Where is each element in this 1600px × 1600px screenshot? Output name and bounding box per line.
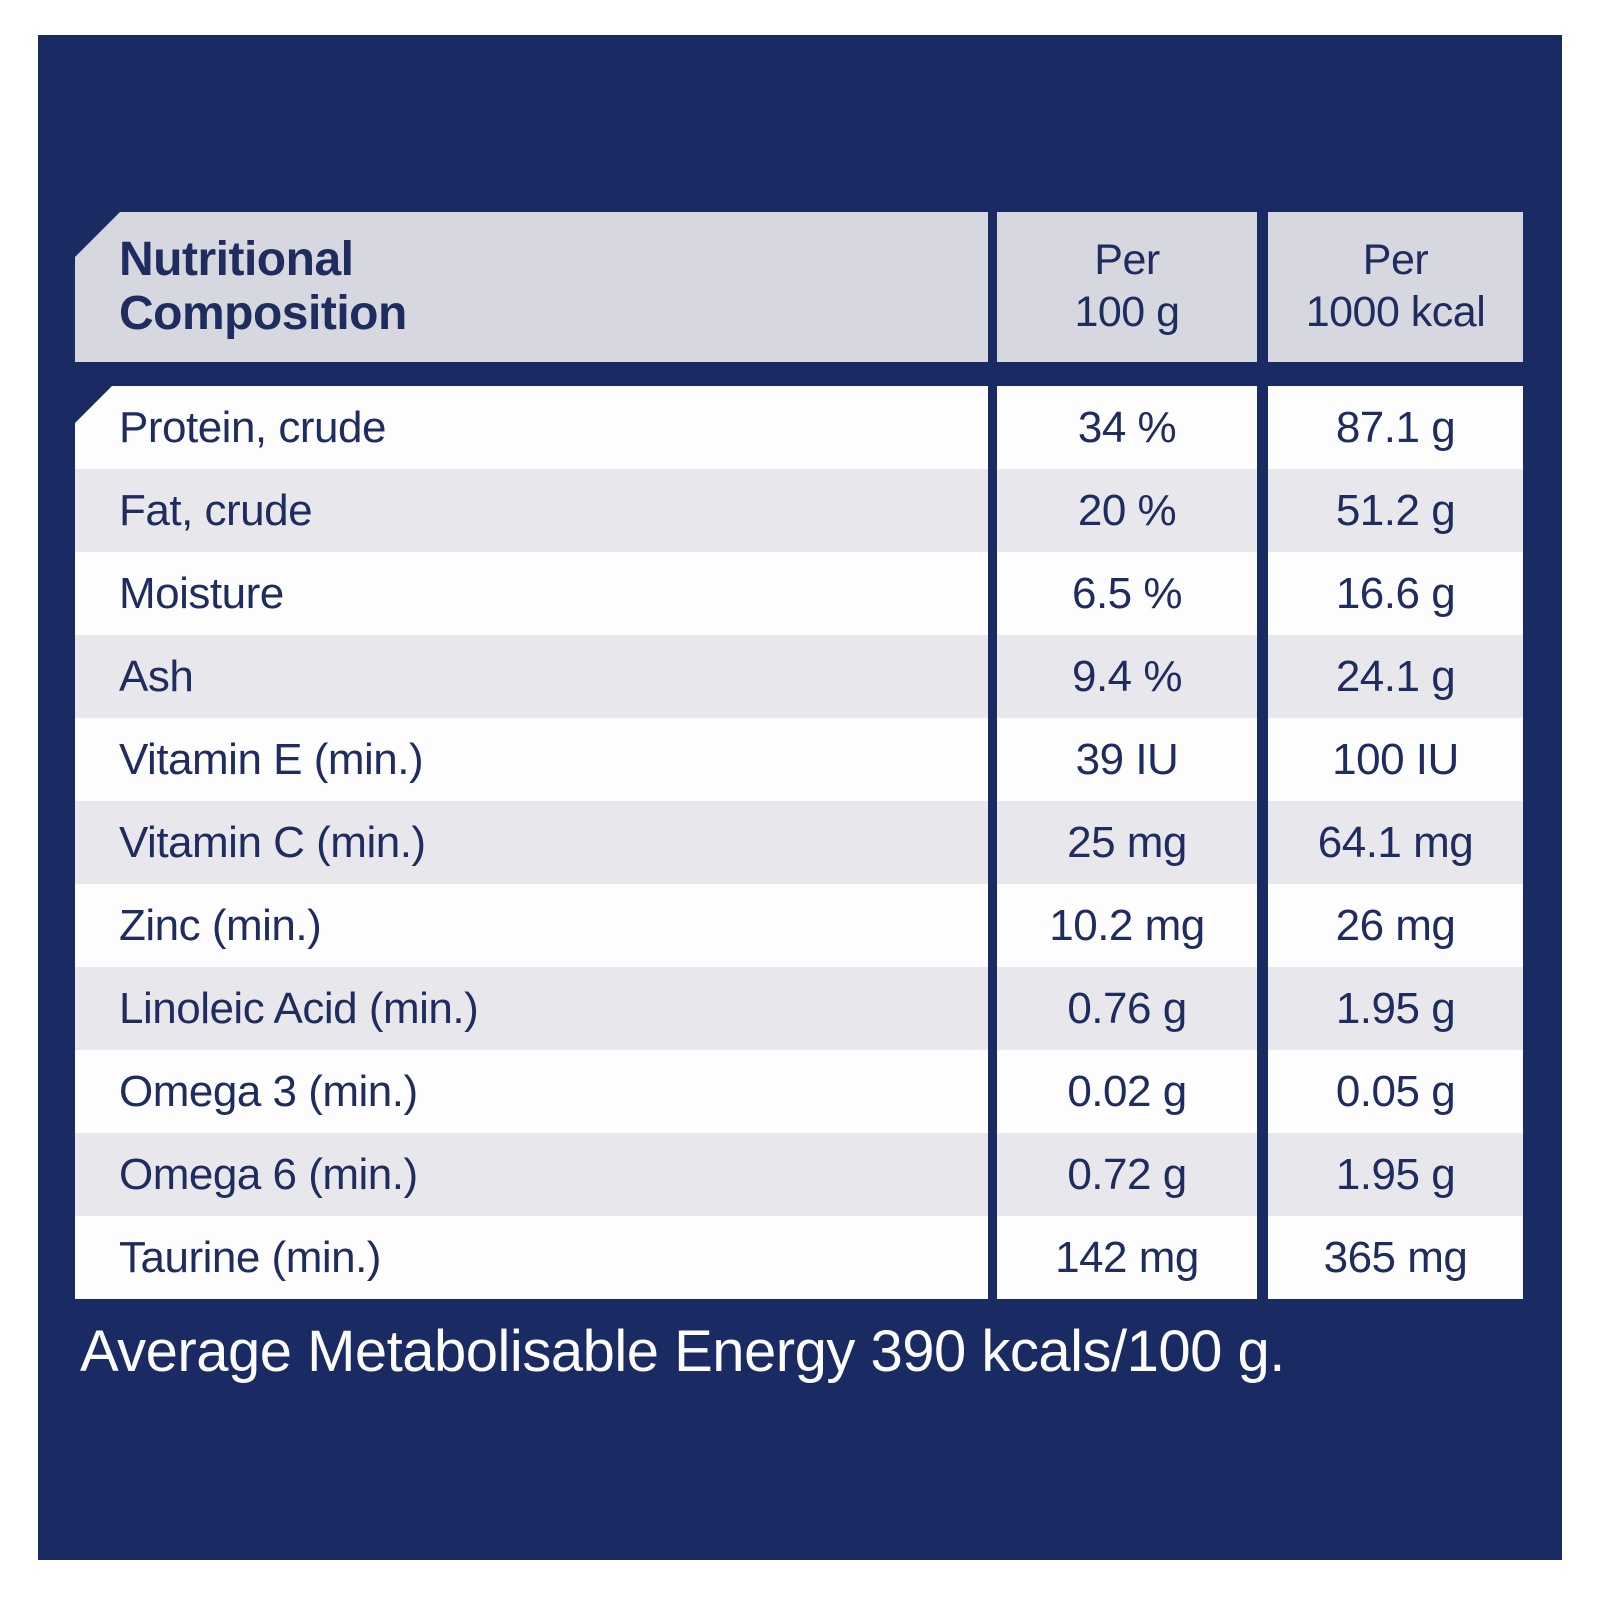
row-per-1000kcal-value: 87.1 g bbox=[1268, 386, 1523, 469]
column-divider bbox=[988, 386, 997, 469]
column-divider bbox=[1257, 1050, 1268, 1133]
row-label: Fat, crude bbox=[75, 469, 988, 552]
row-per-100g-value: 0.72 g bbox=[997, 1133, 1257, 1216]
row-per-1000kcal-value: 26 mg bbox=[1268, 884, 1523, 967]
column-divider bbox=[1257, 212, 1268, 362]
row-per-1000kcal-value: 16.6 g bbox=[1268, 552, 1523, 635]
row-per-100g-value: 25 mg bbox=[997, 801, 1257, 884]
row-label: Moisture bbox=[75, 552, 988, 635]
table-row: Zinc (min.) 10.2 mg 26 mg bbox=[75, 884, 1523, 967]
table-row: Fat, crude 20 % 51.2 g bbox=[75, 469, 1523, 552]
column-divider bbox=[1257, 552, 1268, 635]
row-per-1000kcal-value: 64.1 mg bbox=[1268, 801, 1523, 884]
column-header-per-1000kcal: Per 1000 kcal bbox=[1268, 212, 1523, 362]
row-label: Omega 6 (min.) bbox=[75, 1133, 988, 1216]
column-divider bbox=[1257, 967, 1268, 1050]
column-divider bbox=[988, 801, 997, 884]
table-header-row: Nutritional Composition Per 100 g Per 10… bbox=[75, 212, 1523, 362]
energy-note: Average Metabolisable Energy 390 kcals/1… bbox=[80, 1319, 1285, 1384]
table-row: Ash 9.4 % 24.1 g bbox=[75, 635, 1523, 718]
row-label: Ash bbox=[75, 635, 988, 718]
row-per-1000kcal-value: 1.95 g bbox=[1268, 967, 1523, 1050]
nutrition-table: Nutritional Composition Per 100 g Per 10… bbox=[75, 212, 1523, 1299]
table-body: Protein, crude 34 % 87.1 g Fat, crude 20… bbox=[75, 386, 1523, 1299]
table-row: Linoleic Acid (min.) 0.76 g 1.95 g bbox=[75, 967, 1523, 1050]
column-divider bbox=[1257, 884, 1268, 967]
table-row: Protein, crude 34 % 87.1 g bbox=[75, 386, 1523, 469]
table-title: Nutritional Composition bbox=[119, 233, 407, 340]
row-per-100g-value: 20 % bbox=[997, 469, 1257, 552]
table-title-cell: Nutritional Composition bbox=[75, 212, 988, 362]
table-row: Vitamin C (min.) 25 mg 64.1 mg bbox=[75, 801, 1523, 884]
row-per-100g-value: 0.02 g bbox=[997, 1050, 1257, 1133]
row-per-1000kcal-value: 51.2 g bbox=[1268, 469, 1523, 552]
row-per-100g-value: 39 IU bbox=[997, 718, 1257, 801]
column-divider bbox=[1257, 1133, 1268, 1216]
column-divider bbox=[988, 1050, 997, 1133]
row-label: Protein, crude bbox=[75, 386, 988, 469]
row-per-100g-value: 0.76 g bbox=[997, 967, 1257, 1050]
row-per-100g-value: 6.5 % bbox=[997, 552, 1257, 635]
column-divider bbox=[1257, 635, 1268, 718]
table-row: Omega 3 (min.) 0.02 g 0.05 g bbox=[75, 1050, 1523, 1133]
row-per-100g-value: 34 % bbox=[997, 386, 1257, 469]
row-per-1000kcal-value: 0.05 g bbox=[1268, 1050, 1523, 1133]
row-label: Vitamin E (min.) bbox=[75, 718, 988, 801]
row-per-100g-value: 10.2 mg bbox=[997, 884, 1257, 967]
column-divider bbox=[1257, 801, 1268, 884]
row-label: Omega 3 (min.) bbox=[75, 1050, 988, 1133]
column-divider bbox=[1257, 469, 1268, 552]
row-per-100g-value: 9.4 % bbox=[997, 635, 1257, 718]
column-divider bbox=[988, 635, 997, 718]
row-label: Linoleic Acid (min.) bbox=[75, 967, 988, 1050]
row-per-100g-value: 142 mg bbox=[997, 1216, 1257, 1299]
column-divider bbox=[1257, 386, 1268, 469]
row-per-1000kcal-value: 24.1 g bbox=[1268, 635, 1523, 718]
column-divider bbox=[988, 1133, 997, 1216]
column-divider bbox=[988, 884, 997, 967]
column-divider bbox=[988, 1216, 997, 1299]
row-per-1000kcal-value: 100 IU bbox=[1268, 718, 1523, 801]
row-per-1000kcal-value: 1.95 g bbox=[1268, 1133, 1523, 1216]
table-row: Vitamin E (min.) 39 IU 100 IU bbox=[75, 718, 1523, 801]
column-divider bbox=[988, 469, 997, 552]
column-divider bbox=[988, 718, 997, 801]
column-divider bbox=[988, 212, 997, 362]
nutrition-panel: Nutritional Composition Per 100 g Per 10… bbox=[38, 35, 1562, 1560]
column-divider bbox=[1257, 718, 1268, 801]
table-row: Moisture 6.5 % 16.6 g bbox=[75, 552, 1523, 635]
column-divider bbox=[988, 967, 997, 1050]
row-label: Vitamin C (min.) bbox=[75, 801, 988, 884]
table-row: Omega 6 (min.) 0.72 g 1.95 g bbox=[75, 1133, 1523, 1216]
column-divider bbox=[1257, 1216, 1268, 1299]
row-label: Zinc (min.) bbox=[75, 884, 988, 967]
row-per-1000kcal-value: 365 mg bbox=[1268, 1216, 1523, 1299]
column-divider bbox=[988, 552, 997, 635]
column-header-per-100g: Per 100 g bbox=[997, 212, 1257, 362]
row-label: Taurine (min.) bbox=[75, 1216, 988, 1299]
table-row: Taurine (min.) 142 mg 365 mg bbox=[75, 1216, 1523, 1299]
